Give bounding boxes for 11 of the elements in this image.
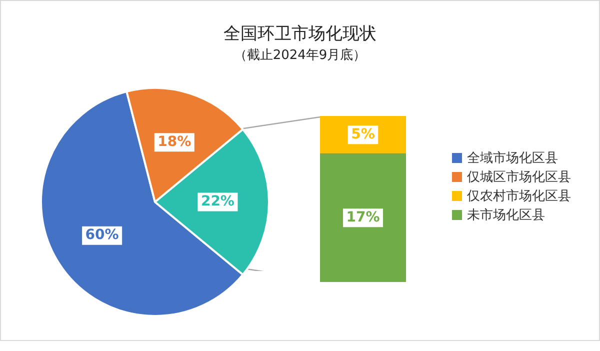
legend-label: 全域市场化区县	[467, 150, 558, 166]
legend-label: 未市场化区县	[467, 206, 545, 224]
data-label: 18%	[158, 134, 192, 150]
chart-title: 全国环卫市场化现状	[222, 23, 378, 45]
data-label: 60%	[85, 227, 119, 244]
data-label: 5%	[351, 126, 375, 143]
data-label: 17%	[346, 210, 380, 226]
chart-subtitle: （截止2024年9月底）	[232, 47, 368, 64]
data-label: 22%	[200, 194, 234, 210]
legend-label: 仅农村市场化区县	[467, 188, 571, 204]
legend-label: 仅城区市场化区县	[467, 168, 571, 186]
